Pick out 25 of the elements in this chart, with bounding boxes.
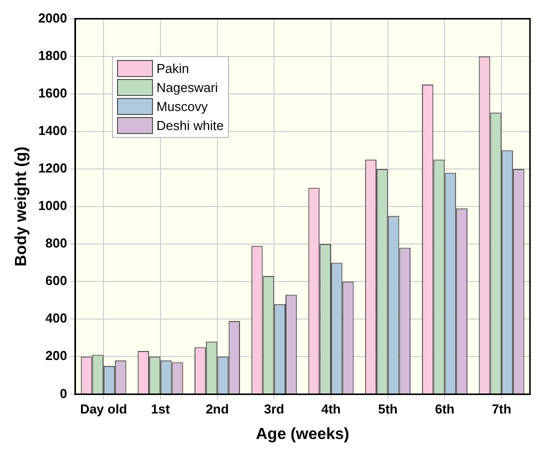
- y-tick-label: 1200: [38, 160, 68, 176]
- y-tick-label: 1600: [38, 85, 68, 100]
- y-axis-title: Body weight (g): [13, 146, 30, 266]
- y-tick-label: 600: [45, 273, 68, 288]
- x-tick-label: 1st: [151, 402, 170, 417]
- legend-label: Muscovy: [156, 98, 208, 116]
- y-tick-label: 2000: [38, 10, 68, 26]
- y-tick-label: 200: [45, 348, 68, 364]
- x-tick-label: 4th: [321, 402, 341, 417]
- y-tick-label: 0: [60, 386, 68, 401]
- x-tick-label: 3rd: [264, 402, 284, 417]
- x-tick-label: 6th: [434, 402, 455, 417]
- legend-label: Deshi white: [156, 117, 224, 136]
- y-tick-label: 800: [45, 236, 68, 251]
- y-tick-label: 1000: [38, 198, 68, 214]
- x-tick-label: 2nd: [206, 402, 229, 417]
- legend-label: Pakin: [156, 60, 190, 78]
- x-tick-label: Day old: [80, 402, 128, 417]
- legend-label: Nageswari: [156, 79, 218, 98]
- y-tick-label: 1800: [38, 48, 68, 63]
- y-tick-label: 1400: [38, 123, 68, 138]
- x-tick-label: 5th: [378, 402, 398, 417]
- y-tick-label: 400: [45, 310, 68, 326]
- x-axis-title: Age (weeks): [256, 426, 350, 443]
- x-tick-label: 7th: [492, 402, 512, 417]
